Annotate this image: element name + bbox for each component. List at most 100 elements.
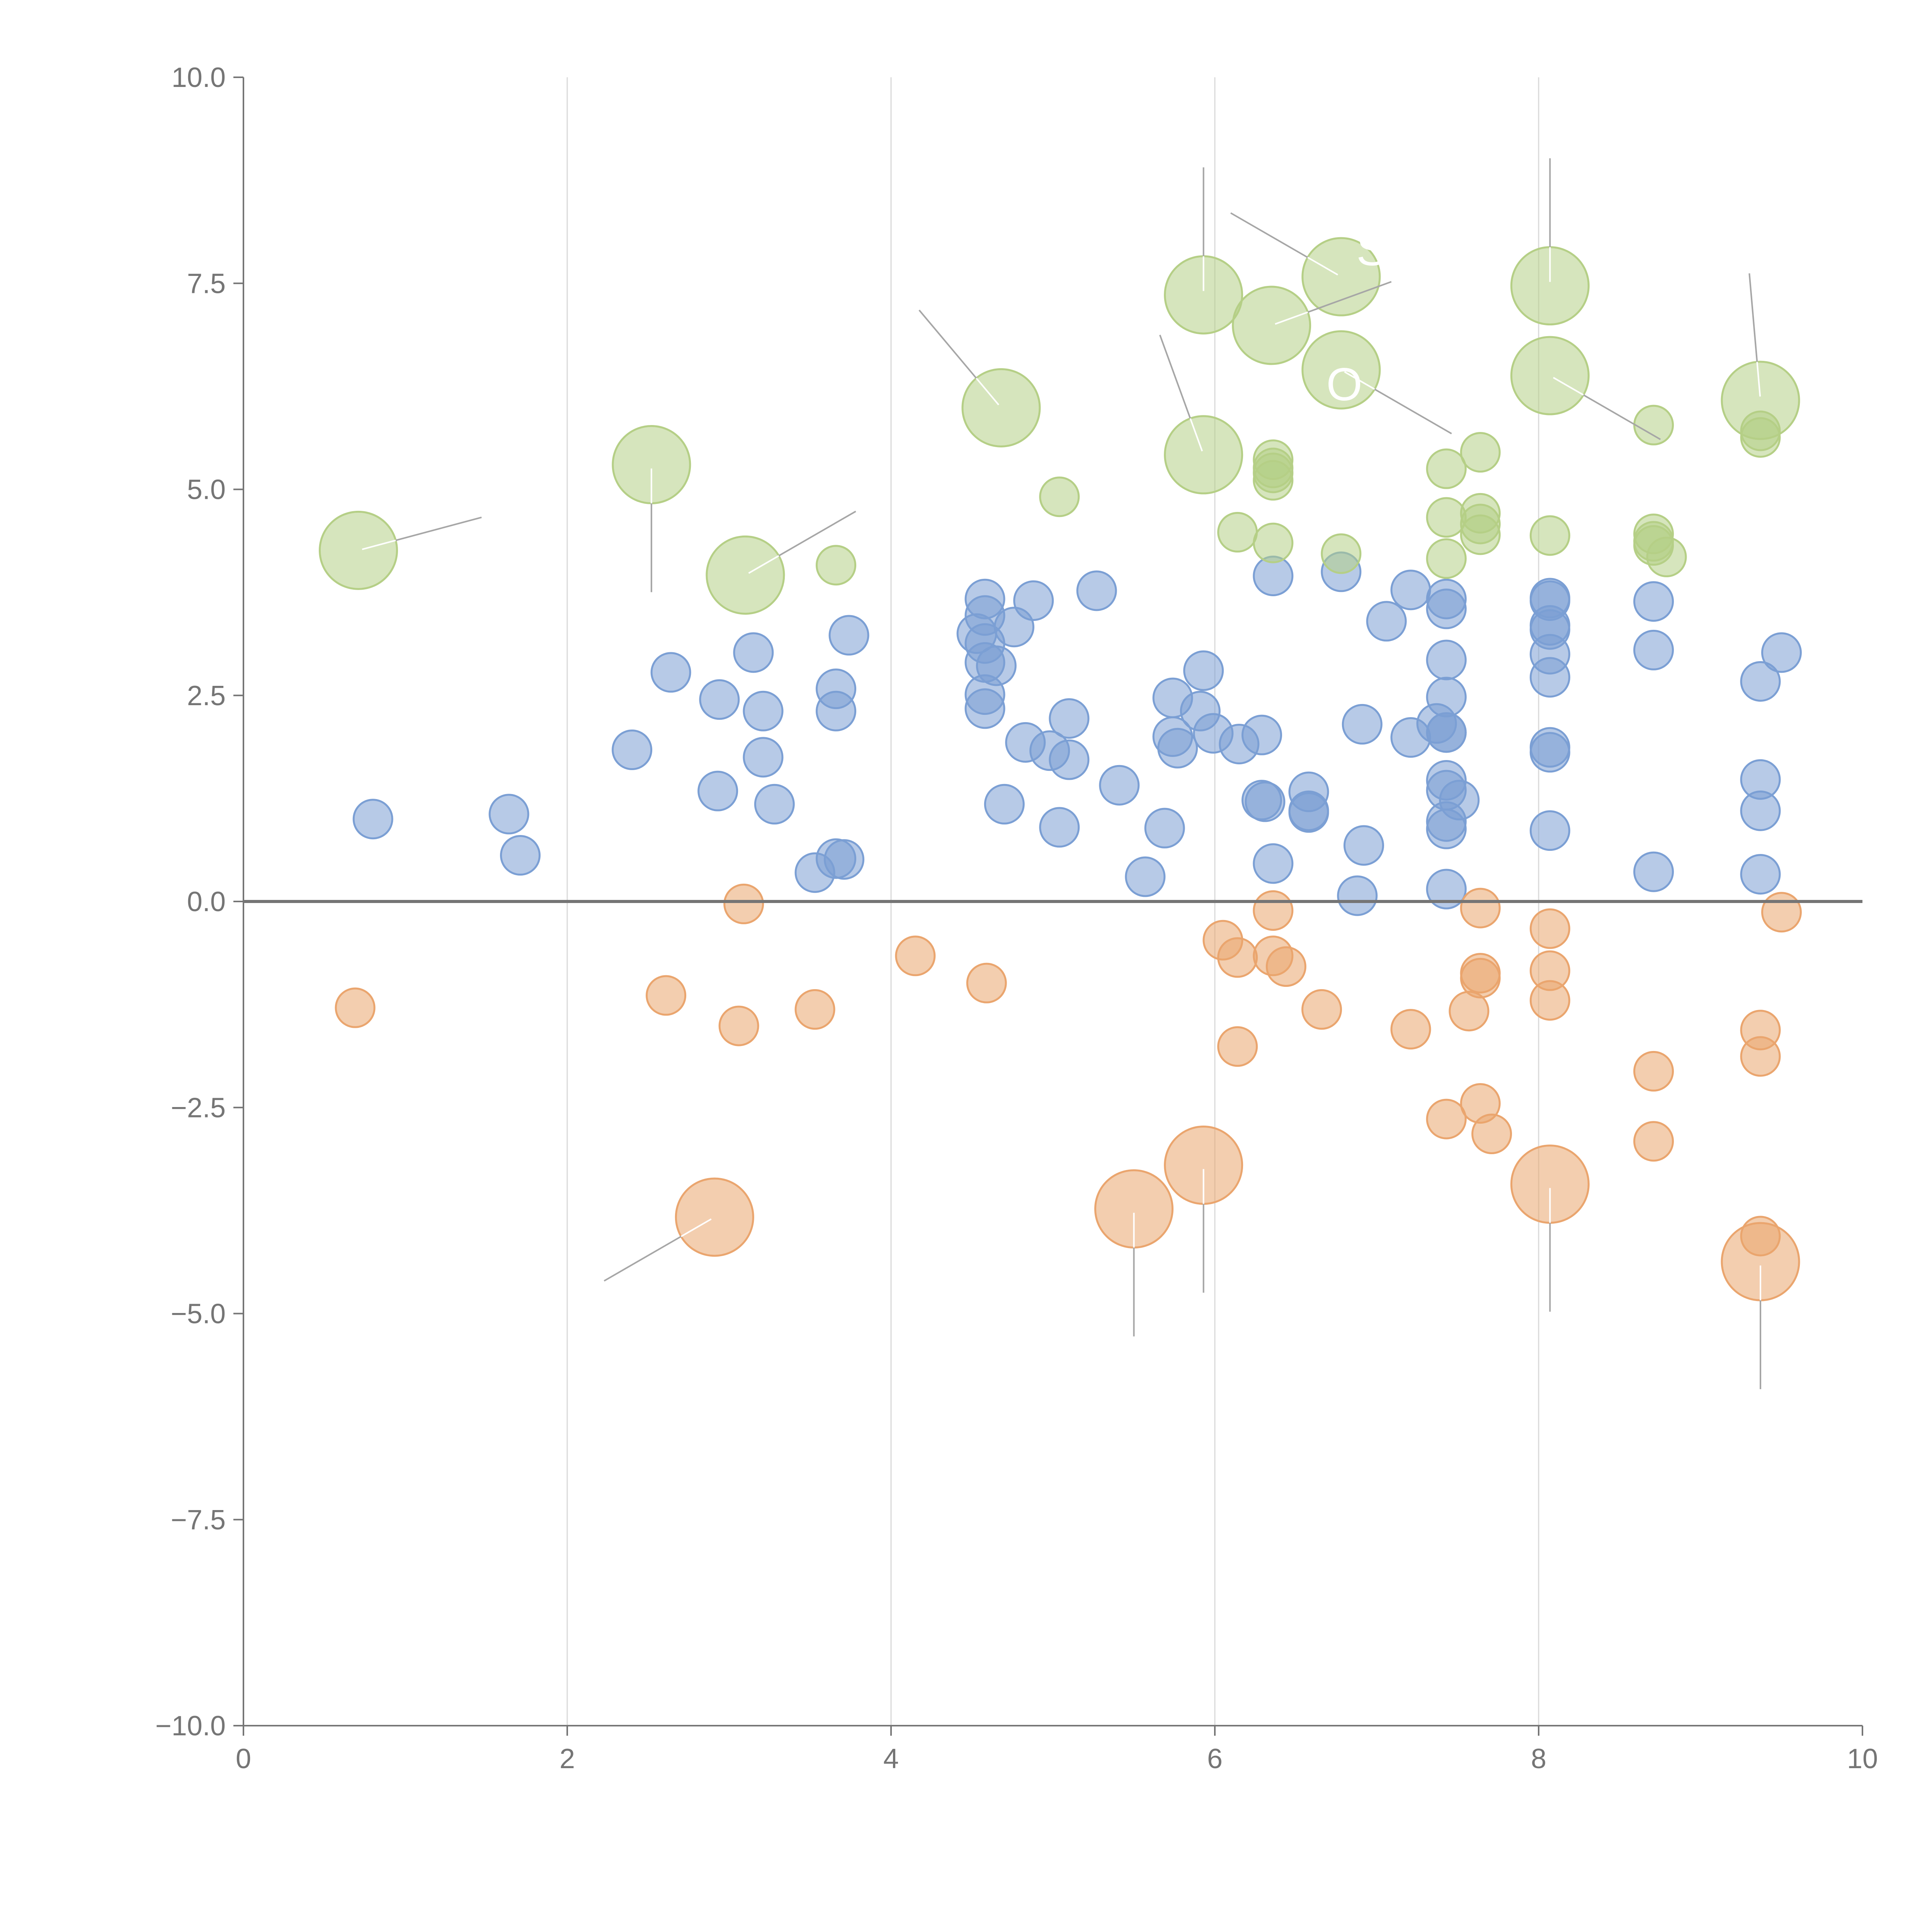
- point-orange: [895, 935, 936, 976]
- highlight-point-green: [1232, 286, 1311, 365]
- point-blue: [699, 679, 740, 720]
- point-green: [1460, 432, 1501, 473]
- point-blue: [1242, 714, 1282, 755]
- point-orange: [1253, 890, 1294, 931]
- y-tick-label: 5.0: [187, 474, 226, 505]
- point-orange: [1471, 1114, 1512, 1155]
- point-green: [816, 545, 857, 586]
- point-green: [1426, 448, 1467, 489]
- point-blue: [984, 784, 1025, 825]
- point-blue: [1343, 825, 1384, 866]
- point-blue: [650, 652, 691, 693]
- point-blue: [733, 632, 774, 673]
- point-orange: [335, 987, 376, 1028]
- leader-line: [1230, 212, 1308, 258]
- leader-line: [918, 310, 977, 379]
- point-orange: [1633, 1121, 1674, 1162]
- point-blue: [1342, 704, 1383, 745]
- point-green: [1529, 515, 1570, 556]
- point-orange: [1217, 1026, 1258, 1067]
- point-blue: [1633, 629, 1674, 670]
- point-blue: [1125, 856, 1166, 897]
- point-blue: [1049, 698, 1090, 739]
- point-blue: [1426, 712, 1467, 753]
- point-orange: [718, 1005, 759, 1046]
- highlight-point-green: [961, 368, 1041, 447]
- point-orange: [1460, 957, 1501, 998]
- point-blue: [612, 730, 653, 770]
- point-green: [1460, 514, 1501, 555]
- y-tick-label: −10.0: [155, 1711, 226, 1742]
- y-tick-label: −7.5: [171, 1505, 226, 1536]
- point-orange: [646, 975, 687, 1016]
- leader-line: [1583, 394, 1661, 440]
- point-blue: [697, 770, 738, 811]
- point-blue: [1253, 843, 1294, 884]
- point-blue: [1144, 808, 1185, 849]
- point-blue: [1740, 790, 1781, 831]
- x-tick-label: 0: [236, 1743, 251, 1774]
- x-tick-label: 8: [1531, 1743, 1546, 1774]
- leader-line-inner: [1553, 377, 1584, 396]
- point-orange: [966, 963, 1007, 1003]
- point-blue: [1426, 869, 1467, 910]
- leader-line: [778, 510, 856, 557]
- y-ticks: 10.0 7.5 5.0 2.5 0.0 −2.5 −5.0 −7.5 −10.0: [155, 62, 243, 1742]
- highlight-point-green: [1301, 237, 1381, 316]
- point-blue: [1076, 570, 1117, 611]
- highlight-point-orange: [675, 1177, 754, 1257]
- y-tick-label: 7.5: [187, 268, 226, 299]
- point-green: [1039, 476, 1080, 517]
- leader-line: [604, 1236, 682, 1282]
- highlight-point-green: [706, 535, 785, 615]
- point-green: [1426, 538, 1467, 579]
- leader-line-inner: [1189, 418, 1203, 452]
- point-blue: [1099, 765, 1140, 806]
- leader-line-inner: [1756, 362, 1761, 397]
- point-blue: [828, 615, 869, 656]
- leader-line: [1748, 273, 1758, 362]
- x-tick-label: 2: [560, 1743, 575, 1774]
- point-orange: [1529, 908, 1570, 949]
- highlight-point-green: [1721, 361, 1800, 440]
- highlight-point-green: [1510, 336, 1590, 415]
- point-green: [1217, 512, 1258, 553]
- leader-line-inner: [976, 378, 1000, 405]
- leader-line: [1307, 281, 1392, 313]
- data-points: [318, 237, 1802, 1301]
- point-blue: [754, 784, 795, 825]
- point-blue: [1740, 661, 1781, 702]
- leader-line-inner: [1344, 371, 1375, 390]
- point-green: [1646, 536, 1687, 577]
- point-blue: [1633, 581, 1674, 622]
- point-blue: [816, 690, 857, 731]
- point-blue: [1288, 792, 1329, 833]
- point-orange: [1529, 980, 1570, 1021]
- point-blue: [1366, 601, 1407, 642]
- point-orange: [1301, 989, 1342, 1030]
- highlight-point-green: [1164, 415, 1243, 495]
- point-orange: [794, 989, 835, 1030]
- leader-line: [395, 516, 482, 541]
- point-green: [1253, 460, 1294, 501]
- leader-line-inner: [1307, 257, 1338, 276]
- point-orange: [1633, 1051, 1674, 1092]
- point-blue: [1039, 807, 1080, 848]
- point-green: [1321, 533, 1362, 574]
- annotations: SO: [1327, 223, 1388, 410]
- point-orange: [1217, 937, 1258, 978]
- point-blue: [500, 835, 541, 876]
- annotation-label: S: [1356, 223, 1387, 275]
- y-tick-label: 0.0: [187, 886, 226, 917]
- y-tick-label: 10.0: [172, 62, 226, 93]
- point-orange: [1265, 946, 1306, 987]
- point-blue: [1740, 854, 1781, 895]
- x-tick-label: 6: [1207, 1743, 1223, 1774]
- point-blue: [1426, 639, 1467, 680]
- highlight-point-green: [1301, 330, 1381, 410]
- point-blue: [1157, 728, 1198, 769]
- point-blue: [1390, 570, 1431, 611]
- point-orange: [1426, 1099, 1467, 1139]
- point-blue: [1245, 781, 1286, 822]
